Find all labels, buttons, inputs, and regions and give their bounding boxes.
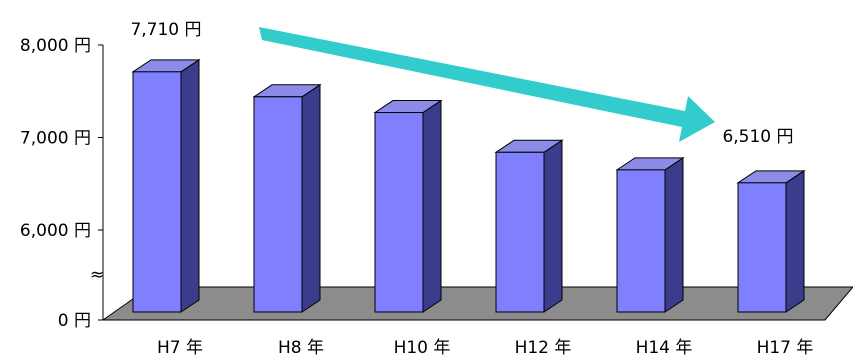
x-tick-label: H7 年 <box>157 338 203 358</box>
bar-side-face <box>180 58 200 313</box>
bar <box>131 58 201 313</box>
y-tick-label: 0 円 <box>58 311 91 331</box>
bar-front-face <box>495 151 545 313</box>
bar <box>252 83 322 313</box>
x-tick-label: H12 年 <box>515 338 572 358</box>
bar-side-face <box>422 99 442 313</box>
bar-front-face <box>374 112 424 313</box>
bar-front-face <box>737 182 787 313</box>
axis-break-symbol: ≈ <box>90 265 104 285</box>
bar-front-face <box>253 96 303 313</box>
bar-front-face <box>616 169 666 313</box>
x-tick-label: H10 年 <box>394 338 451 358</box>
bar <box>494 139 564 313</box>
data-label: 7,710 円 <box>130 20 201 40</box>
bar-side-face <box>785 169 805 313</box>
bar <box>736 169 806 313</box>
bar <box>615 156 685 313</box>
y-tick-label: 8,000 円 <box>20 36 91 56</box>
data-label: 6,510 円 <box>722 127 793 147</box>
y-tick-label: 6,000 円 <box>20 221 91 241</box>
bar-front-face <box>132 71 182 313</box>
bar-side-face <box>301 83 321 313</box>
bar-side-face <box>664 156 684 313</box>
x-tick-label: H14 年 <box>636 338 693 358</box>
x-tick-label: H17 年 <box>757 338 814 358</box>
x-tick-label: H8 年 <box>278 338 324 358</box>
y-tick-label: 7,000 円 <box>20 129 91 149</box>
trend-arrow <box>259 27 715 142</box>
bar-side-face <box>543 139 563 313</box>
bar <box>373 99 443 313</box>
